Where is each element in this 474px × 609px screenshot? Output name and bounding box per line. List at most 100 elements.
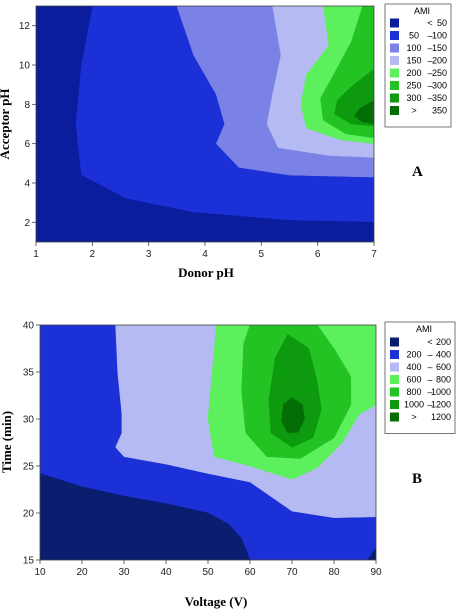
legend-low: 100 [406,43,421,53]
x-axis: 10 20 30 40 50 60 70 80 90 [34,560,382,578]
x-tick-label: 20 [76,567,88,578]
legend-op: – [427,81,432,91]
legend-swatch [390,400,399,409]
legend-high: 200 [432,56,447,66]
legend-swatch [390,412,399,422]
x-tick-label: 3 [146,249,152,260]
panel-b: 10 20 30 40 50 60 70 80 90 15 20 25 30 35 40 Voltage (V… [0,321,456,609]
legend-high: 150 [432,43,447,53]
legend-op: – [427,93,432,103]
legend-swatch [390,362,399,372]
legend-low: > [411,106,416,116]
legend-high: 250 [432,68,447,78]
legend-op: – [427,387,432,397]
y-axis-title: Acceptor pH [0,89,12,160]
contour-region [40,473,251,560]
legend-op: – [427,375,432,385]
legend-low: 300 [406,93,421,103]
y-axis-title: Time (min) [0,411,14,473]
panel-label: B [412,471,422,487]
legend-high: 50 [437,18,447,28]
legend-swatch [390,375,399,384]
legend-swatch [390,106,399,115]
legend-swatch [390,81,399,90]
x-tick-label: 1 [33,249,39,260]
legend-title: AMI [414,6,430,16]
x-tick-label: 80 [328,567,340,578]
contour-plot-area [40,325,376,560]
contour-region [354,100,374,125]
legend-op: < [427,337,432,347]
legend-low: > [411,412,416,422]
y-tick-label: 12 [19,21,31,32]
legend-op: – [427,43,432,53]
y-tick-label: 30 [23,415,35,426]
x-tick-label: 7 [371,249,377,260]
x-tick-label: 30 [118,567,130,578]
legend-high: 1000 [431,387,451,397]
legend-low: 400 [406,362,421,372]
legend-high: 350 [432,93,447,103]
x-tick-label: 10 [34,567,46,578]
contour-region [36,6,374,242]
y-tick-label: 20 [23,509,35,520]
x-tick-label: 90 [370,567,382,578]
legend-swatch [390,93,399,103]
legend-swatch [390,43,399,53]
legend-high: 400 [436,350,451,360]
contour-region [281,397,305,434]
legend-low: 1000 [404,400,424,410]
x-tick-label: 2 [90,249,96,260]
y-tick-label: 8 [24,100,30,111]
y-axis: 2 4 6 8 10 12 [19,21,36,229]
legend-low: 600 [406,375,421,385]
legend-op: – [427,31,432,41]
y-tick-label: 15 [23,556,35,567]
legend-swatch [390,350,399,359]
legend-high: 1200 [431,400,451,410]
legend-high: 200 [436,337,451,347]
legend-low: 200 [406,68,421,78]
legend: AMI< 5050–100100–150150–200200–250250–300… [384,3,452,128]
contour-plot-area [36,6,374,242]
y-tick-label: 10 [19,61,31,72]
legend-low: 250 [406,81,421,91]
legend-low: 50 [409,31,419,41]
legend-swatch [390,56,399,65]
y-tick-label: 4 [24,179,30,190]
x-tick-label: 70 [286,567,298,578]
legend-low: 800 [406,387,421,397]
legend-low: 200 [406,350,421,360]
legend-op: – [427,350,432,360]
legend-title: AMI [416,324,432,334]
legend-high: 350 [432,106,447,116]
x-tick-label: 5 [259,249,265,260]
legend-op: – [427,362,432,372]
x-tick-label: 60 [244,567,256,578]
x-axis: 1 2 3 4 5 6 7 [33,242,377,260]
legend-swatch [390,337,399,347]
legend-swatch [390,31,399,40]
panel-label: A [412,164,423,180]
legend-op: – [427,400,432,410]
legend-swatch [390,18,399,28]
x-axis-title: Voltage (V) [185,594,248,609]
y-axis: 15 20 25 30 35 40 [23,321,40,567]
legend-swatch [390,68,399,78]
legend-high: 600 [436,362,451,372]
legend-op: < [427,18,432,28]
legend-high: 1200 [431,412,451,422]
legend-swatch [390,387,399,397]
y-tick-label: 2 [24,218,30,229]
legend-low: 150 [406,56,421,66]
y-tick-label: 6 [24,139,30,150]
x-axis-title: Donor pH [178,265,234,280]
y-tick-label: 40 [23,321,35,332]
legend-high: 100 [432,31,447,41]
y-tick-label: 35 [23,368,35,379]
legend-high: 800 [436,375,451,385]
contour-region [367,547,376,560]
